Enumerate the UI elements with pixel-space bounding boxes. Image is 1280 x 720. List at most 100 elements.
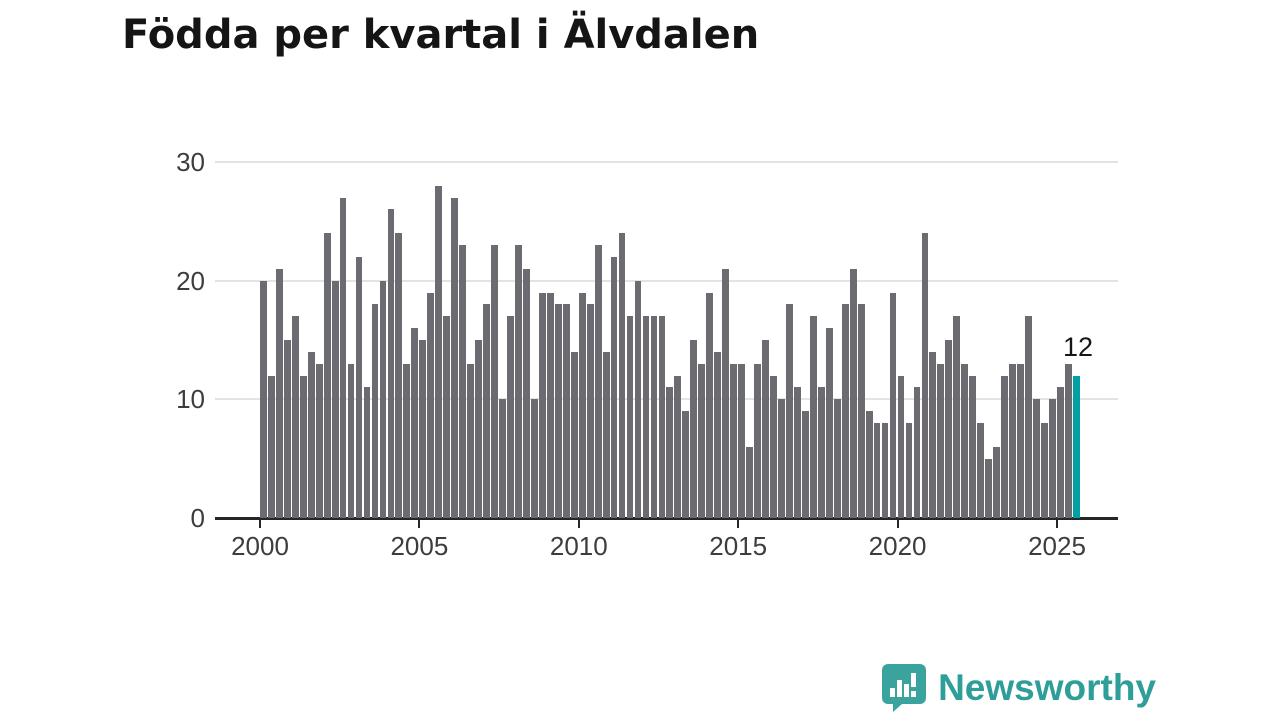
bar xyxy=(307,351,315,518)
x-axis-tick-mark xyxy=(737,520,740,528)
bar xyxy=(554,304,562,518)
bar xyxy=(347,363,355,518)
bar xyxy=(371,304,379,518)
bar xyxy=(1033,399,1040,518)
bar xyxy=(467,363,475,518)
bar xyxy=(889,292,897,518)
y-axis-tick-label: 20 xyxy=(176,265,205,296)
bar xyxy=(650,316,658,518)
bar xyxy=(570,351,578,518)
bar xyxy=(578,292,586,518)
bar xyxy=(1001,375,1008,518)
bar xyxy=(698,363,706,518)
bar xyxy=(849,268,857,518)
bar xyxy=(419,339,427,518)
bar xyxy=(523,268,530,518)
bar xyxy=(355,256,363,518)
bar xyxy=(1057,387,1064,518)
bar xyxy=(387,209,395,518)
bar xyxy=(283,339,291,518)
bar xyxy=(658,316,666,518)
x-axis-tick-label: 2000 xyxy=(231,531,289,561)
bar xyxy=(746,446,753,518)
bar xyxy=(913,387,921,518)
bar xyxy=(961,363,969,518)
bar xyxy=(618,233,626,518)
bar xyxy=(953,316,961,518)
bar xyxy=(475,339,482,518)
bar xyxy=(427,292,435,518)
bar xyxy=(626,316,634,518)
bar xyxy=(515,245,522,518)
bar xyxy=(674,375,682,518)
bar xyxy=(1041,423,1048,518)
bar xyxy=(706,292,714,518)
bar xyxy=(969,375,977,518)
bar xyxy=(538,292,546,518)
bar xyxy=(945,339,953,518)
bar xyxy=(881,423,889,518)
bar xyxy=(1049,399,1056,518)
x-axis-tick-label: 2005 xyxy=(390,531,449,561)
bar xyxy=(754,363,761,518)
bar xyxy=(809,316,817,518)
bar xyxy=(267,375,275,518)
bar xyxy=(977,423,985,518)
newsworthy-logo-text: Newsworthy xyxy=(938,667,1156,708)
y-gridline xyxy=(215,160,1118,163)
bar xyxy=(507,316,514,518)
x-axis-tick-mark xyxy=(577,520,580,528)
bar xyxy=(331,280,339,518)
bar xyxy=(491,245,498,518)
bar xyxy=(499,399,506,518)
bar xyxy=(610,256,618,518)
bar xyxy=(786,304,793,518)
bar xyxy=(451,197,459,518)
bar xyxy=(411,328,419,518)
bar xyxy=(857,304,865,518)
x-axis-tick-label: 2020 xyxy=(868,531,927,561)
bar xyxy=(435,185,443,518)
bar xyxy=(722,268,730,518)
last-bar-value-label: 12 xyxy=(1062,332,1094,362)
bar xyxy=(985,458,993,518)
bar xyxy=(841,304,849,518)
y-axis-tick-label: 10 xyxy=(176,384,205,415)
bar xyxy=(873,423,881,518)
y-axis-tick-label: 30 xyxy=(176,146,205,177)
bar xyxy=(1025,316,1032,518)
newsworthy-speech-bubble-chart-icon xyxy=(882,664,927,712)
bar xyxy=(546,292,554,518)
bar xyxy=(459,245,467,518)
bar xyxy=(562,304,570,518)
bar xyxy=(905,423,913,518)
bar xyxy=(323,233,331,518)
bar xyxy=(793,387,801,518)
bar xyxy=(443,316,451,518)
bar xyxy=(993,446,1001,518)
bar xyxy=(642,316,650,518)
newsworthy-logo[interactable]: Newsworthy xyxy=(882,664,1156,712)
bar xyxy=(602,351,610,518)
bar xyxy=(260,280,267,518)
bar xyxy=(1064,363,1072,518)
bar xyxy=(682,411,690,518)
x-axis-tick-mark xyxy=(896,520,899,528)
bar xyxy=(762,339,769,518)
y-gridline xyxy=(215,279,1118,282)
x-axis-tick-mark xyxy=(259,520,261,528)
bar xyxy=(483,304,490,518)
bar xyxy=(825,328,833,518)
bar xyxy=(315,363,323,518)
x-axis-tick-label: 2010 xyxy=(549,531,608,561)
x-axis-tick-mark xyxy=(418,520,421,528)
bar xyxy=(363,387,371,518)
bar xyxy=(833,399,841,518)
chart-title: Födda per kvartal i Älvdalen xyxy=(122,12,760,58)
bar xyxy=(379,280,387,518)
bar xyxy=(690,339,698,518)
bar xyxy=(730,363,738,518)
bar xyxy=(291,316,299,518)
x-axis-tick-mark xyxy=(1056,520,1058,528)
